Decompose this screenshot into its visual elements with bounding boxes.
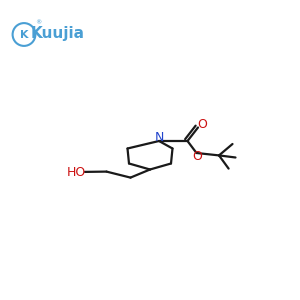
Text: Kuujia: Kuujia (31, 26, 85, 41)
Text: N: N (154, 130, 164, 144)
Text: O: O (198, 118, 207, 131)
Text: O: O (193, 150, 202, 163)
Text: ®: ® (35, 21, 41, 26)
Text: HO: HO (67, 166, 86, 179)
Text: K: K (20, 29, 28, 40)
